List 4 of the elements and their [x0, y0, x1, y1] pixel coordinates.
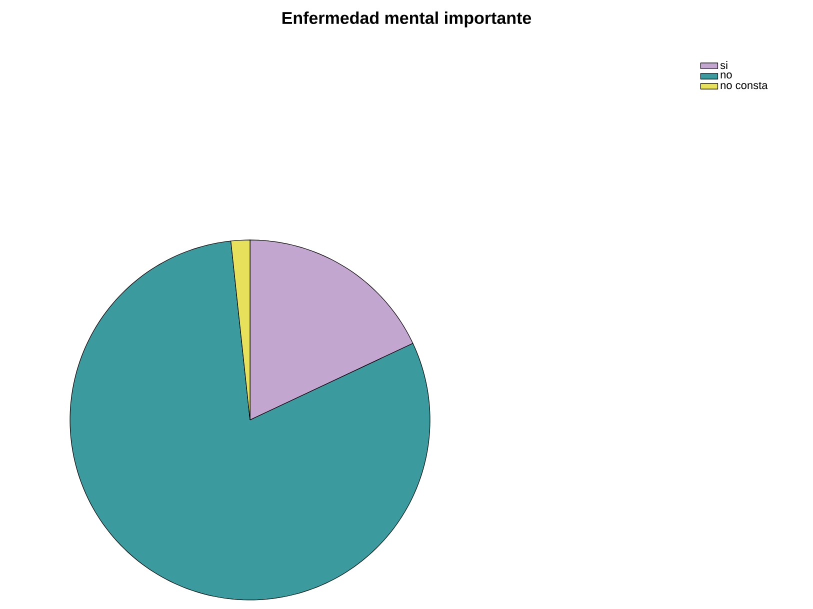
legend-label: no [720, 72, 732, 79]
chart-title: Enfermedad mental importante [282, 12, 532, 28]
legend-label: no consta [720, 82, 768, 90]
legend-label: si [720, 61, 728, 70]
